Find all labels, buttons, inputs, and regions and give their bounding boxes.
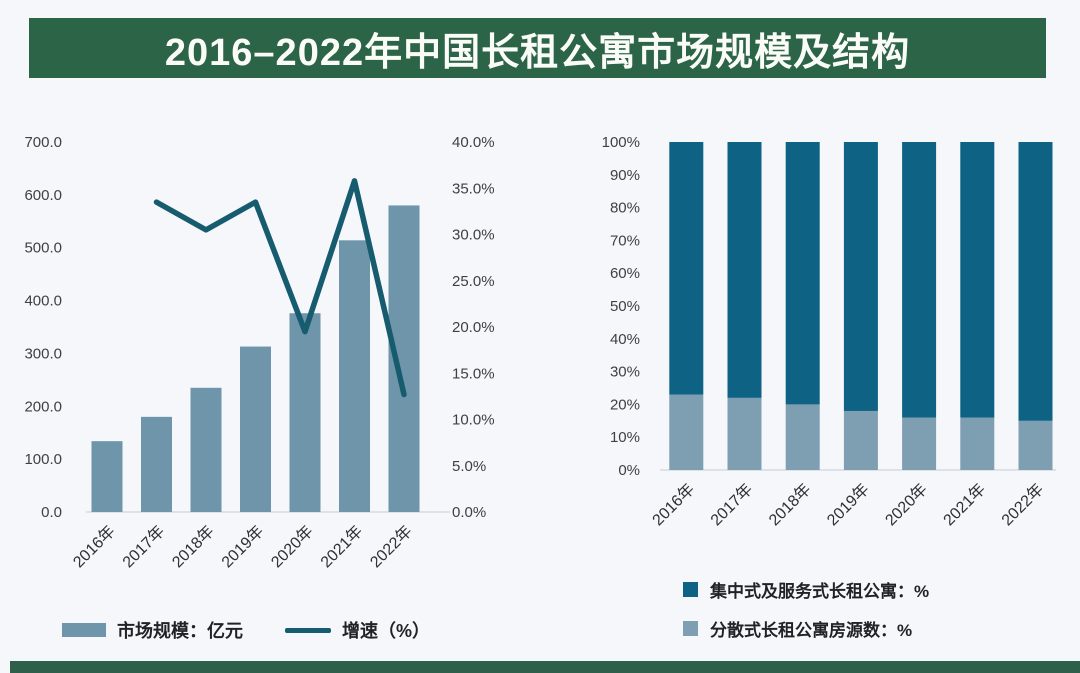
stacked-y-axis-tick: 0% [618, 462, 640, 479]
market-size-combo-chart: 0.0 100.0 200.0 300.0 400.0 500.0 600.0 700.0 0.… [24, 134, 495, 571]
decentralized-segment-2020年 [902, 417, 937, 470]
stacked-y-axis-tick: 20% [610, 396, 640, 413]
combo-right-axis-tick: 20.0% [452, 319, 495, 336]
decentralized-segment-2018年 [785, 404, 820, 470]
combo-right-axis-tick: 0.0% [452, 504, 486, 521]
stacked-y-axis-tick: 30% [610, 364, 640, 381]
decentralized-segment-2022年 [1018, 420, 1053, 470]
combo-chart-legend: 市场规模：亿元 增速（%） [62, 617, 430, 643]
stacked-x-axis-label: 2020年 [882, 480, 931, 529]
combo-x-axis-label: 2019年 [218, 522, 267, 571]
centralized-segment-2021年 [960, 142, 995, 418]
legend-item-growth-rate: 增速（%） [285, 617, 430, 643]
combo-x-axis-label: 2020年 [268, 522, 317, 571]
combo-x-axis-label: 2021年 [317, 522, 366, 571]
stacked-x-axis-label: 2016年 [649, 480, 698, 529]
centralized-segment-2018年 [785, 142, 820, 405]
combo-right-axis-tick: 35.0% [452, 180, 495, 197]
stacked-chart-legend: 集中式及服务式长租公寓：% 分散式长租公寓房源数：% [683, 577, 929, 641]
market-size-bar-2016年 [91, 441, 123, 512]
combo-left-axis-tick: 200.0 [24, 398, 62, 415]
legend-label-market-size: 市场规模：亿元 [117, 621, 243, 641]
growth-rate-line [153, 178, 407, 398]
decentralized-swatch-icon [683, 621, 698, 636]
legend-item-market-size: 市场规模：亿元 [62, 617, 243, 643]
combo-right-axis-tick: 10.0% [452, 412, 495, 429]
stacked-y-axis-tick: 90% [610, 167, 640, 184]
stacked-x-axis-label: 2017年 [707, 480, 756, 529]
legend-item-decentralized: 分散式长租公寓房源数：% [683, 616, 929, 641]
centralized-segment-2022年 [1018, 142, 1053, 421]
combo-right-axis-tick: 30.0% [452, 227, 495, 244]
combo-right-axis-tick: 40.0% [452, 134, 495, 151]
stacked-x-axis-label: 2019年 [824, 480, 873, 529]
combo-x-axis-label: 2018年 [169, 522, 218, 571]
growth-rate-line-swatch-icon [285, 627, 331, 633]
stacked-x-axis-label: 2021年 [940, 480, 989, 529]
centralized-segment-2019年 [843, 142, 878, 411]
page-title: 2016–2022年中国长租公寓市场规模及结构 [164, 31, 911, 74]
decentralized-segment-2021年 [960, 417, 995, 470]
combo-left-axis-tick: 400.0 [24, 293, 62, 310]
stacked-y-axis-tick: 10% [610, 429, 640, 446]
stacked-y-axis-tick: 100% [602, 134, 640, 151]
decentralized-segment-2019年 [843, 410, 878, 470]
title-banner: 2016–2022年中国长租公寓市场规模及结构 [29, 18, 1046, 78]
stacked-x-axis-label: 2022年 [998, 480, 1047, 529]
market-size-bar-2017年 [141, 416, 172, 512]
stacked-y-axis-tick: 40% [610, 331, 640, 348]
market-size-bar-2020年 [289, 313, 321, 512]
market-size-bar-2018年 [190, 387, 222, 512]
legend-label-decentralized: 分散式长租公寓房源数：% [710, 621, 913, 640]
legend-item-centralized: 集中式及服务式长租公寓：% [683, 577, 929, 602]
centralized-segment-2020年 [902, 142, 937, 418]
market-structure-stacked-chart: 0%10%20%30%40%50%60%70%80%90%100%2016年 20… [602, 134, 1056, 529]
centralized-segment-2017年 [727, 142, 762, 398]
combo-left-axis-tick: 100.0 [24, 451, 62, 468]
decentralized-segment-2017年 [727, 397, 762, 470]
combo-right-axis-tick: 25.0% [452, 273, 495, 290]
combo-left-axis-tick: 0.0 [41, 504, 62, 521]
footer-strip [10, 661, 1080, 673]
centralized-swatch-icon [683, 582, 698, 597]
legend-label-growth-rate: 增速（%） [342, 621, 431, 641]
combo-right-axis-tick: 5.0% [452, 458, 486, 475]
market-size-bar-2019年 [240, 346, 271, 512]
market-size-swatch-icon [62, 623, 106, 637]
stacked-y-axis-tick: 80% [610, 200, 640, 217]
stacked-y-axis-tick: 70% [610, 232, 640, 249]
stacked-x-axis-label: 2018年 [765, 480, 814, 529]
combo-x-axis-label: 2017年 [119, 522, 168, 571]
stacked-y-axis-tick: 60% [610, 265, 640, 282]
centralized-segment-2016年 [669, 142, 704, 395]
decentralized-segment-2016年 [669, 394, 704, 470]
combo-left-axis-tick: 600.0 [24, 187, 62, 204]
combo-left-axis-tick: 300.0 [24, 345, 62, 362]
market-size-bar-2021年 [339, 240, 370, 513]
legend-label-centralized: 集中式及服务式长租公寓：% [710, 582, 930, 601]
combo-x-axis-label: 2016年 [70, 522, 119, 571]
combo-left-axis-tick: 500.0 [24, 240, 62, 257]
stacked-y-axis-tick: 50% [610, 298, 640, 315]
combo-left-axis-tick: 700.0 [24, 134, 62, 151]
combo-x-axis-label: 2022年 [367, 522, 416, 571]
combo-right-axis-tick: 15.0% [452, 365, 495, 382]
